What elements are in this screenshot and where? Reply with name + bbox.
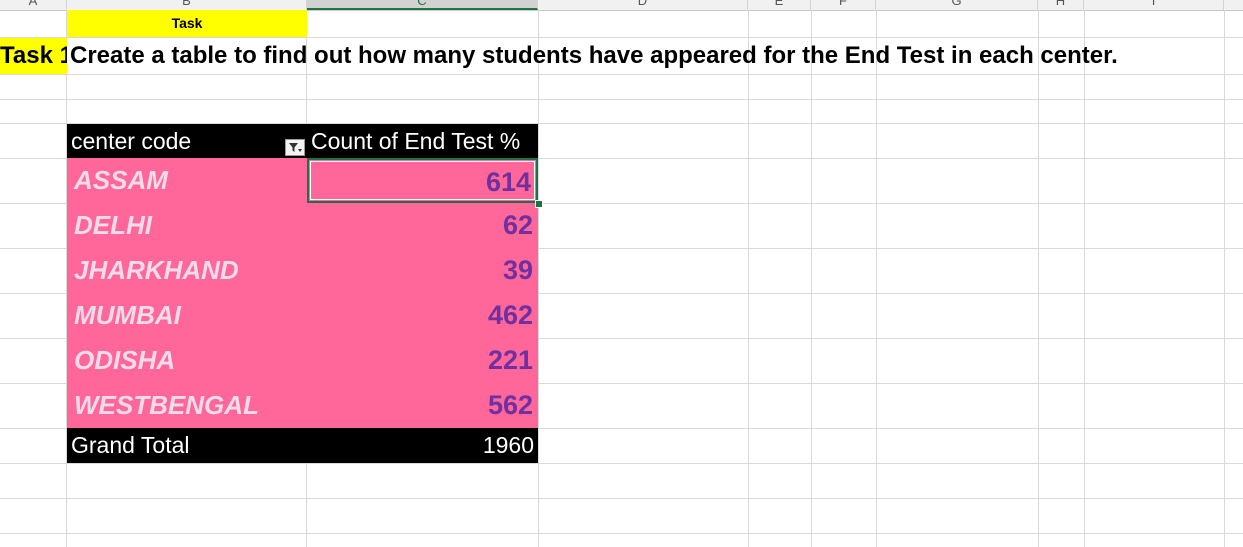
column-header-f[interactable]: F xyxy=(811,0,876,10)
pivot-row-label[interactable]: DELHI xyxy=(67,203,307,248)
gridline xyxy=(1038,10,1039,547)
gridline xyxy=(1084,10,1085,547)
gridline xyxy=(0,463,1243,464)
gridline xyxy=(0,533,1243,534)
gridline xyxy=(66,10,67,547)
gridline xyxy=(1224,10,1225,547)
selection-fill-handle[interactable] xyxy=(535,200,543,208)
gridline xyxy=(0,203,1243,204)
column-header-i[interactable]: I xyxy=(1084,0,1224,10)
pivot-row-header[interactable]: center code xyxy=(67,124,307,158)
pivot-row-label[interactable]: WESTBENGAL xyxy=(67,383,307,428)
gridline xyxy=(0,37,1243,38)
gridline xyxy=(0,428,1243,429)
column-header-h[interactable]: H xyxy=(1038,0,1084,10)
pivot-row-value[interactable]: 562 xyxy=(307,383,538,428)
pivot-value-header[interactable]: Count of End Test % xyxy=(307,124,538,158)
gridline xyxy=(0,74,1243,75)
gridline xyxy=(0,99,1243,100)
column-header-a[interactable]: A xyxy=(0,0,67,10)
gridline xyxy=(0,383,1243,384)
pivot-row-label[interactable]: MUMBAI xyxy=(67,293,307,338)
pivot-row-value[interactable]: 614 xyxy=(307,158,538,203)
gridline xyxy=(538,10,539,547)
gridline xyxy=(0,248,1243,249)
gridline xyxy=(748,10,749,547)
pivot-row-label[interactable]: JHARKHAND xyxy=(67,248,307,293)
filter-dropdown-icon[interactable] xyxy=(285,139,305,156)
grand-total-label[interactable]: Grand Total xyxy=(67,428,307,463)
gridline xyxy=(0,498,1243,499)
gridline xyxy=(876,10,877,547)
pivot-row-value[interactable]: 62 xyxy=(307,203,538,248)
gridline xyxy=(0,338,1243,339)
gridline xyxy=(0,293,1243,294)
column-header-g[interactable]: G xyxy=(876,0,1038,10)
pivot-row-value[interactable]: 221 xyxy=(307,338,538,383)
task-description-cell[interactable]: Create a table to find out how many stud… xyxy=(70,42,1118,69)
task-label-text: Task 1 xyxy=(0,42,67,69)
funnel-icon xyxy=(289,143,302,152)
column-header-e[interactable]: E xyxy=(748,0,811,10)
gridline xyxy=(0,123,1243,124)
column-header-c[interactable]: C xyxy=(307,0,538,10)
grand-total-value[interactable]: 1960 xyxy=(307,428,538,463)
pivot-row-value[interactable]: 39 xyxy=(307,248,538,293)
task-label-cell[interactable]: Task 1 xyxy=(0,38,67,74)
gridline xyxy=(811,10,812,547)
gridline xyxy=(0,158,1243,159)
task-header-cell[interactable]: Task xyxy=(67,10,307,37)
pivot-row-label[interactable]: ASSAM xyxy=(67,158,307,203)
column-header-b[interactable]: B xyxy=(67,0,307,10)
pivot-row-value[interactable]: 462 xyxy=(307,293,538,338)
column-header-d[interactable]: D xyxy=(538,0,748,10)
column-header-bar: A B C D E F G H I xyxy=(0,0,1243,11)
pivot-row-label[interactable]: ODISHA xyxy=(67,338,307,383)
